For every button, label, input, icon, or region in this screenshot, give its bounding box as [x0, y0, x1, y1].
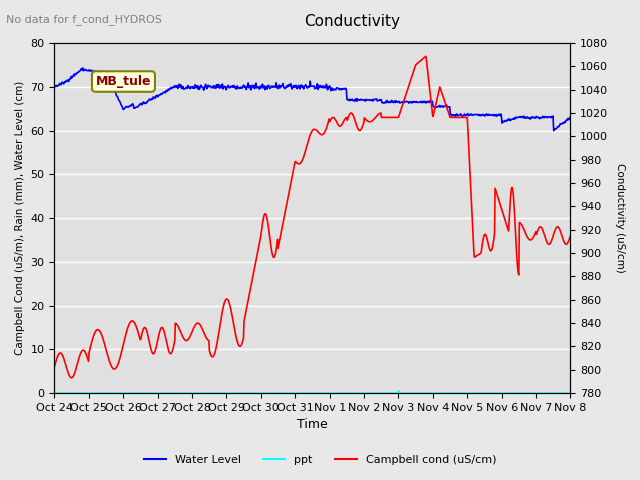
- Y-axis label: Campbell Cond (uS/m), Rain (mm), Water Level (cm): Campbell Cond (uS/m), Rain (mm), Water L…: [15, 81, 25, 355]
- Legend: Water Level, ppt, Campbell cond (uS/cm): Water Level, ppt, Campbell cond (uS/cm): [140, 451, 500, 469]
- Text: Conductivity: Conductivity: [304, 14, 400, 29]
- Text: No data for f_cond_HYDROS: No data for f_cond_HYDROS: [6, 14, 163, 25]
- X-axis label: Time: Time: [297, 419, 328, 432]
- Text: MB_tule: MB_tule: [96, 75, 151, 88]
- Y-axis label: Conductivity (uS/cm): Conductivity (uS/cm): [615, 163, 625, 273]
